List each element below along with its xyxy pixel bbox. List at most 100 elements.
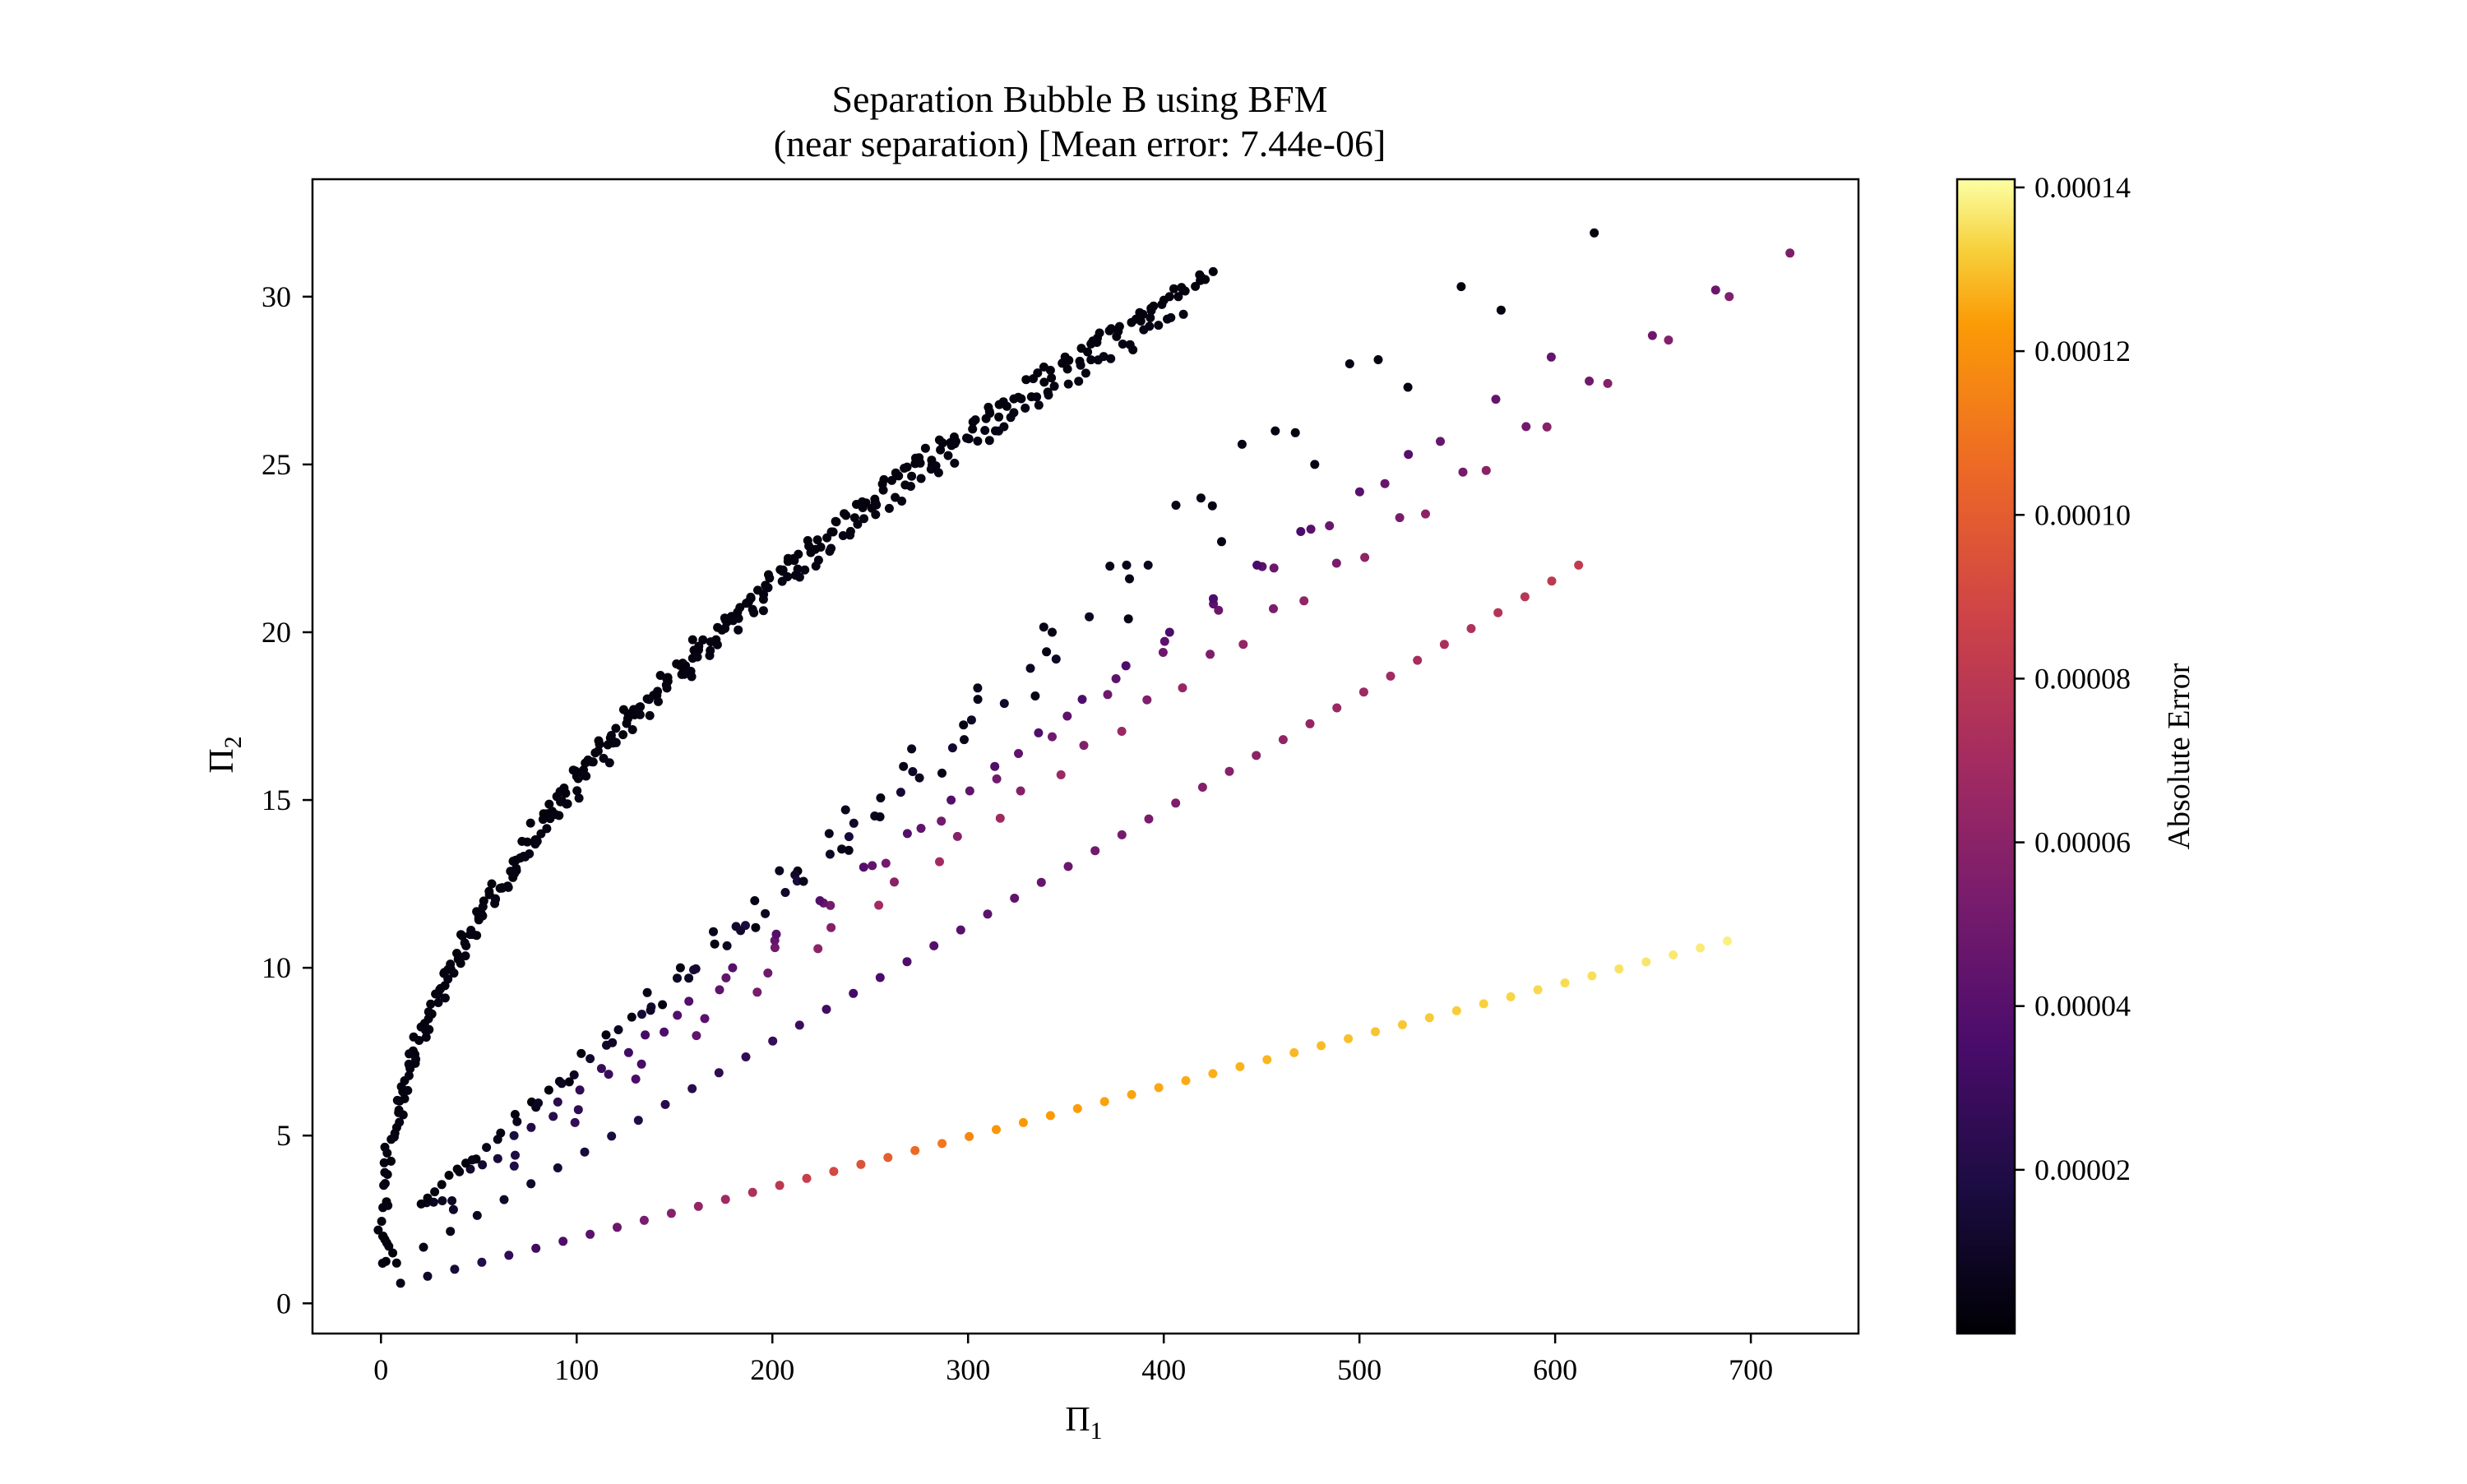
data-point	[389, 1132, 399, 1142]
data-point	[604, 1070, 613, 1079]
data-point	[775, 866, 785, 876]
data-point	[768, 1036, 778, 1046]
data-point	[426, 999, 436, 1009]
data-point	[908, 767, 918, 776]
y-axis: 0 5 10 15 20 25 30	[262, 280, 312, 1320]
data-point	[771, 929, 781, 939]
data-point	[813, 555, 823, 565]
data-point	[935, 857, 944, 867]
data-point	[511, 1150, 520, 1160]
data-point	[512, 1116, 522, 1126]
data-point	[536, 829, 546, 839]
data-point	[526, 1122, 536, 1132]
data-point	[1164, 292, 1174, 302]
data-point	[999, 422, 1009, 432]
data-point	[840, 805, 850, 815]
data-point	[586, 1054, 595, 1064]
data-point	[1044, 391, 1053, 400]
data-point	[395, 1117, 405, 1127]
data-point	[377, 1259, 387, 1268]
data-point	[794, 1020, 804, 1030]
data-point	[1051, 654, 1061, 664]
data-point	[588, 757, 598, 767]
data-point	[947, 795, 956, 805]
data-point	[1424, 1013, 1434, 1023]
data-point	[419, 1242, 428, 1252]
data-point	[802, 1173, 812, 1183]
data-point	[1310, 460, 1320, 469]
data-point	[1106, 324, 1116, 334]
data-point	[386, 1156, 396, 1166]
data-point	[606, 731, 616, 740]
data-point	[509, 1130, 519, 1140]
series-ray-5	[382, 352, 1556, 1248]
data-point	[1025, 663, 1035, 673]
data-point	[607, 1131, 617, 1141]
data-point	[460, 938, 470, 948]
data-point	[1146, 313, 1155, 322]
data-point	[763, 583, 773, 593]
data-point	[493, 1153, 502, 1163]
data-point	[1641, 957, 1651, 967]
data-point	[510, 868, 520, 878]
data-point	[388, 1248, 398, 1258]
data-point	[897, 497, 907, 506]
colorbar-tick-label: 0.00004	[2034, 990, 2131, 1023]
data-point	[613, 1223, 622, 1232]
data-point	[761, 908, 771, 918]
data-point	[1404, 450, 1414, 460]
data-point	[1710, 285, 1720, 295]
data-point	[1296, 527, 1306, 536]
data-point	[678, 659, 687, 668]
data-point	[1154, 1083, 1164, 1093]
data-point	[1064, 355, 1074, 365]
series-ray-1	[396, 936, 1733, 1288]
data-point	[980, 426, 990, 435]
data-point	[875, 973, 885, 982]
data-point	[1079, 741, 1089, 751]
data-point	[654, 696, 663, 706]
data-point	[748, 1187, 757, 1197]
data-point	[1491, 395, 1501, 405]
y-tick-label: 20	[262, 616, 291, 649]
data-point	[984, 402, 993, 412]
data-point	[1533, 985, 1543, 995]
data-point	[936, 445, 946, 455]
data-point	[734, 613, 743, 623]
y-tick-label: 30	[262, 280, 291, 313]
data-point	[1521, 422, 1531, 432]
data-point	[875, 812, 885, 821]
data-point	[914, 453, 924, 463]
data-point	[570, 1117, 580, 1127]
data-point	[1099, 352, 1109, 362]
data-point	[423, 1193, 433, 1203]
data-point	[646, 1006, 655, 1015]
data-point	[382, 1149, 392, 1158]
data-point	[1458, 467, 1468, 477]
data-point	[1217, 537, 1226, 547]
data-point	[1154, 321, 1164, 331]
data-point	[1289, 1047, 1299, 1057]
x-axis: 0 100 200 300 400 500 600 700	[373, 1334, 1773, 1386]
data-point	[604, 758, 614, 768]
data-point	[794, 572, 804, 582]
data-point	[1723, 936, 1733, 945]
data-point	[1397, 1019, 1407, 1029]
data-point	[1520, 592, 1530, 602]
data-point	[1010, 894, 1020, 903]
data-point	[660, 1099, 670, 1109]
data-point	[1106, 354, 1116, 363]
data-point	[377, 1217, 386, 1226]
data-point	[622, 719, 632, 728]
data-point	[914, 773, 924, 783]
data-point	[859, 514, 868, 524]
data-point	[396, 1278, 405, 1288]
data-point	[1278, 735, 1288, 745]
data-point	[491, 894, 500, 904]
data-point	[933, 468, 943, 478]
series-envelope	[373, 266, 1218, 1266]
data-point	[1123, 614, 1133, 624]
data-point	[712, 640, 722, 650]
data-point	[1111, 674, 1121, 683]
